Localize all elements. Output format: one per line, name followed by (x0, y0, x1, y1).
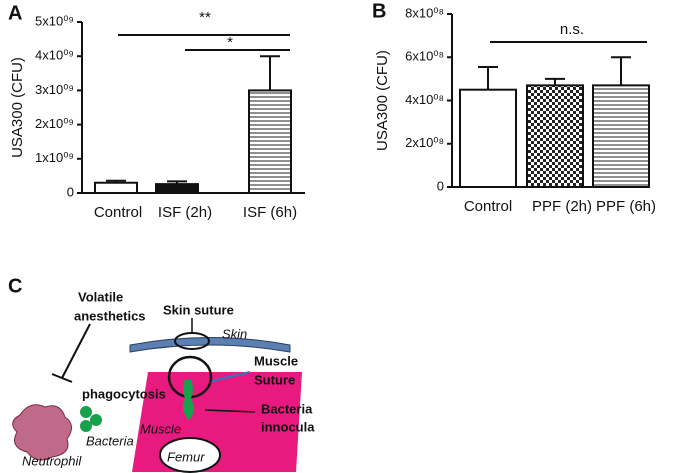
y-tick-label: 3x10⁰⁹ (35, 82, 74, 97)
panel-letter: B (372, 0, 386, 22)
bar (248, 89, 292, 194)
y-tick-label: 2x10⁰⁸ (405, 135, 444, 150)
label: phagocytosis (82, 386, 166, 401)
label: Neutrophil (22, 453, 82, 468)
label: anesthetics (74, 308, 146, 323)
label: innocula (261, 419, 315, 434)
bar (459, 88, 517, 188)
femur (159, 437, 221, 473)
panel-letter: A (8, 2, 22, 24)
inhibit-line (61, 323, 91, 379)
x-tick-label: Control (464, 198, 512, 215)
y-tick-label: 2x10⁰⁹ (35, 116, 74, 131)
x-tick-label: PPF (2h) (532, 198, 592, 215)
bar (94, 181, 138, 195)
y-axis-label: USA300 (CFU) (9, 57, 26, 158)
bacterium (80, 420, 92, 432)
charts: A USA300 (CFU) 0 1x10⁰⁹ 2x10⁰⁹ 3x10⁰⁹ 4x10⁰⁹ 5x… (8, 0, 656, 221)
y-axis-label: USA300 (CFU) (374, 50, 391, 151)
label: Muscle (140, 421, 181, 436)
skin (129, 337, 291, 353)
significance-label: * (227, 34, 233, 51)
x-tick-label: ISF (6h) (243, 204, 297, 221)
arrow (211, 371, 251, 382)
y-tick-label: 8x10⁰⁸ (405, 5, 444, 20)
x-tick-label: ISF (2h) (158, 204, 212, 221)
bar (155, 183, 199, 195)
y-tick-label: 4x10⁰⁹ (35, 48, 74, 63)
label: Bacteria (261, 401, 313, 416)
y-tick-label: 4x10⁰⁸ (405, 92, 444, 107)
bar (526, 84, 584, 188)
label: Muscle (254, 353, 298, 368)
y-tick-label: 1x10⁰⁹ (35, 150, 74, 165)
x-tick-label: PPF (6h) (596, 198, 656, 215)
label: Skin suture (163, 302, 234, 317)
label: Skin (222, 326, 247, 341)
arrow (204, 409, 256, 413)
y-tick-label: 5x10⁰⁹ (35, 13, 74, 28)
label: Volatile (78, 289, 123, 304)
y-tick-label: 0 (67, 184, 74, 199)
y-tick-label: 0 (437, 178, 444, 193)
bacterium (90, 414, 102, 426)
label: Femur (167, 449, 205, 464)
label: Bacteria (86, 433, 134, 448)
bacteria (182, 380, 194, 420)
significance-label: n.s. (560, 21, 584, 38)
inhibit-bar (51, 373, 73, 383)
neutrophil (12, 404, 72, 461)
diagram: C Volatile anesthetics Skin suture Skin … (8, 275, 315, 473)
significance-label: ** (199, 9, 211, 26)
y-tick-label: 6x10⁰⁸ (405, 49, 444, 64)
bacterium (80, 406, 92, 418)
x-tick-label: Control (94, 204, 142, 221)
label: Suture (254, 372, 295, 387)
bar (592, 84, 650, 188)
panel-letter: C (8, 275, 22, 297)
